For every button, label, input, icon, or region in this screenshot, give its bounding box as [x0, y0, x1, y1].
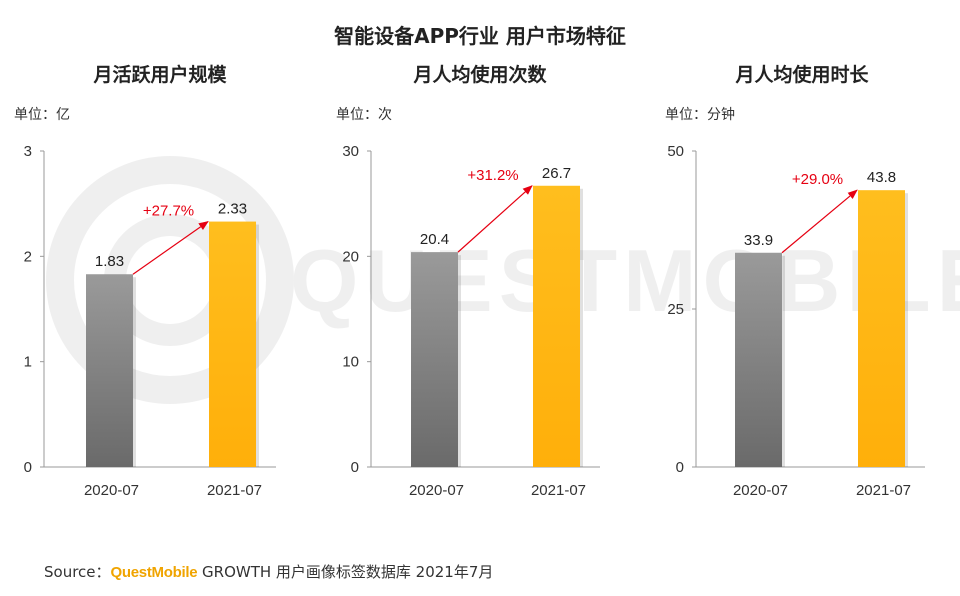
panel-title-mau: 月活跃用户规模 — [93, 64, 227, 86]
bar-value-label: 1.83 — [95, 253, 124, 270]
x-tick-label: 2020-07 — [409, 482, 464, 499]
bar-2020 — [735, 252, 782, 467]
bar-value-label: 2.33 — [218, 201, 247, 218]
y-tick-label: 10 — [342, 354, 359, 371]
growth-label: +29.0% — [792, 171, 843, 188]
y-tick-label: 2 — [24, 248, 32, 265]
bar-value-label: 26.7 — [542, 165, 571, 182]
bar-2020 — [411, 252, 458, 467]
x-tick-label: 2021-07 — [856, 482, 911, 499]
bar-value-label: 43.8 — [867, 169, 896, 186]
y-tick-label: 1 — [24, 354, 32, 371]
source-footer: Source：QuestMobile GROWTH 用户画像标签数据库 2021… — [44, 561, 493, 582]
panel-title-duration: 月人均使用时长 — [735, 64, 869, 86]
unit-label-mau: 单位：亿 — [14, 107, 70, 123]
footer-suffix: GROWTH 用户画像标签数据库 2021年7月 — [197, 563, 494, 581]
growth-label: +31.2% — [467, 167, 518, 184]
unit-label-duration: 单位：分钟 — [665, 107, 735, 123]
x-tick-label: 2021-07 — [207, 482, 262, 499]
panel-title-sessions: 月人均使用次数 — [413, 64, 547, 86]
x-tick-label: 2020-07 — [84, 482, 139, 499]
growth-arrow — [781, 189, 858, 254]
unit-label-sessions: 单位：次 — [336, 107, 392, 123]
bar-2021 — [858, 190, 905, 467]
y-tick-label: 0 — [24, 459, 32, 476]
growth-arrow — [457, 185, 533, 253]
y-tick-label: 0 — [676, 459, 684, 476]
bar-2021 — [209, 221, 256, 467]
growth-label: +27.7% — [143, 203, 194, 220]
bar-value-label: 33.9 — [744, 232, 773, 249]
y-tick-label: 3 — [24, 143, 32, 160]
y-tick-label: 20 — [342, 248, 359, 265]
footer-brand: QuestMobile — [110, 564, 198, 581]
bar-2021 — [533, 185, 580, 467]
y-tick-label: 50 — [667, 143, 684, 160]
footer-prefix: Source： — [44, 563, 111, 581]
y-tick-label: 30 — [342, 143, 359, 160]
y-tick-label: 25 — [667, 301, 684, 318]
page-title: 智能设备APP行业 用户市场特征 — [334, 24, 626, 48]
x-tick-label: 2020-07 — [733, 482, 788, 499]
growth-arrow — [132, 220, 209, 275]
y-tick-label: 0 — [351, 459, 359, 476]
bar-2020 — [86, 274, 133, 467]
x-tick-label: 2021-07 — [531, 482, 586, 499]
bar-value-label: 20.4 — [420, 231, 449, 248]
